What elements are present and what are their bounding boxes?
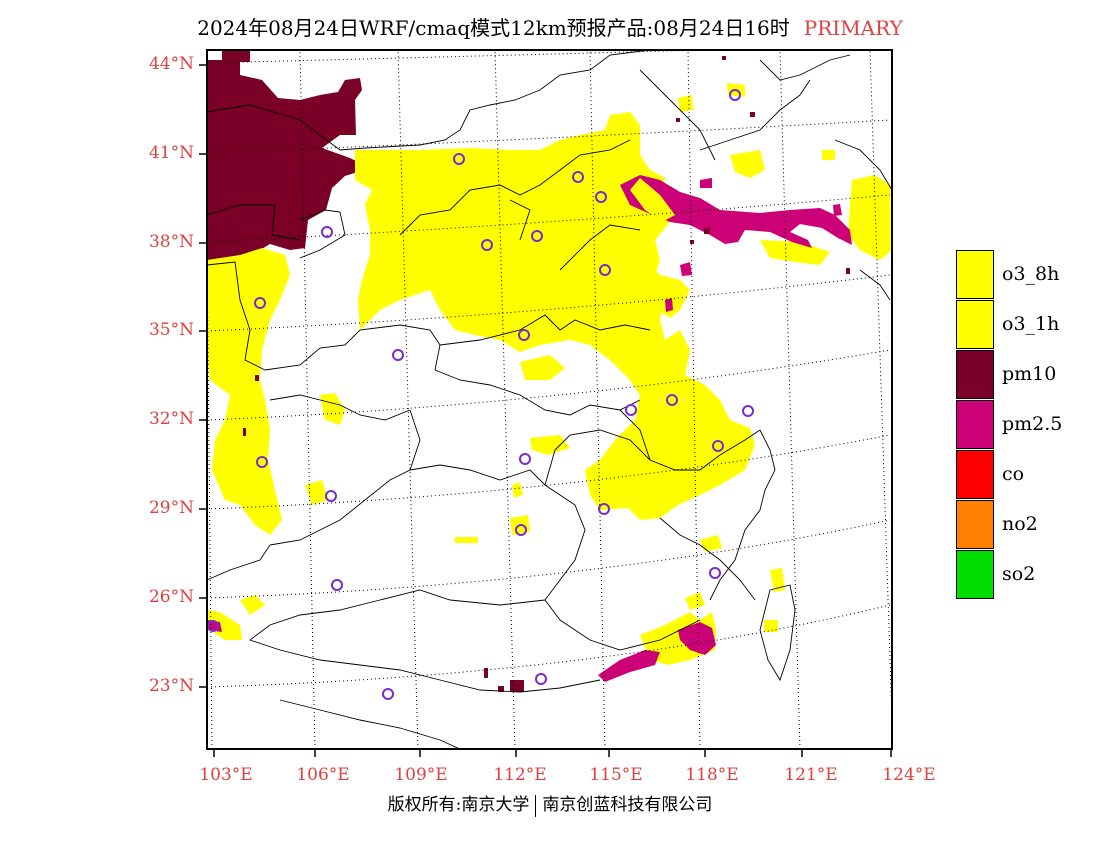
pm10-region bbox=[207, 50, 370, 270]
legend-swatch bbox=[956, 350, 994, 399]
lat-label-38: 38°N bbox=[148, 232, 194, 252]
lon-label-121: 121°E bbox=[784, 765, 838, 785]
pm25-regions bbox=[208, 175, 852, 682]
station-markers bbox=[207, 89, 754, 700]
copyright-owner: 版权所有:南京大学 bbox=[387, 795, 530, 815]
title-primary-tag: PRIMARY bbox=[803, 16, 903, 40]
legend-label: co bbox=[1002, 463, 1025, 485]
legend-label: o3_8h bbox=[1002, 263, 1060, 285]
boundary-lines bbox=[207, 50, 892, 749]
legend-label: so2 bbox=[1002, 563, 1036, 585]
lat-label-44: 44°N bbox=[148, 54, 194, 74]
map-frame bbox=[206, 49, 893, 750]
copyright-company: 南京创蓝科技有限公司 bbox=[542, 795, 713, 815]
legend-swatch bbox=[956, 300, 994, 349]
axis-ticks bbox=[199, 64, 892, 757]
lon-label-115: 115°E bbox=[589, 765, 643, 785]
lon-label-103: 103°E bbox=[199, 765, 253, 785]
legend-label: o3_1h bbox=[1002, 313, 1060, 335]
lon-label-109: 109°E bbox=[394, 765, 448, 785]
legend-label: no2 bbox=[1002, 513, 1038, 535]
lat-label-35: 35°N bbox=[148, 320, 194, 340]
legend-swatch bbox=[956, 450, 994, 499]
lon-label-118: 118°E bbox=[685, 765, 739, 785]
legend-swatch bbox=[956, 400, 994, 449]
legend-swatch bbox=[956, 250, 994, 299]
legend-swatch bbox=[956, 500, 994, 549]
legend-label: pm2.5 bbox=[1002, 413, 1063, 435]
lon-label-124: 124°E bbox=[882, 765, 936, 785]
lat-label-32: 32°N bbox=[148, 409, 194, 429]
pollution-layer bbox=[207, 50, 892, 749]
copyright-footer: 版权所有:南京大学 南京创蓝科技有限公司 bbox=[0, 790, 1100, 817]
lon-label-106: 106°E bbox=[296, 765, 350, 785]
title-text: 2024年08月24日WRF/cmaq模式12km预报产品:08月24日16时 bbox=[197, 16, 790, 40]
lat-label-23: 23°N bbox=[148, 676, 194, 696]
lon-label-112: 112°E bbox=[493, 765, 547, 785]
legend-label: pm10 bbox=[1002, 363, 1057, 385]
lat-label-29: 29°N bbox=[148, 498, 194, 518]
legend-swatch bbox=[956, 550, 994, 599]
graticule bbox=[207, 50, 892, 749]
copyright-separator bbox=[535, 794, 537, 817]
lat-label-41: 41°N bbox=[148, 143, 194, 163]
map-title: 2024年08月24日WRF/cmaq模式12km预报产品:08月24日16时 P… bbox=[0, 12, 1100, 41]
lat-label-26: 26°N bbox=[148, 587, 194, 607]
